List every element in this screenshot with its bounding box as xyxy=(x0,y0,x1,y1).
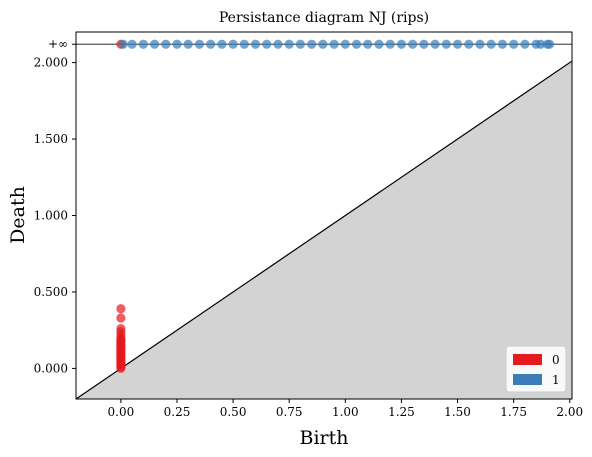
series-1-point xyxy=(535,39,546,49)
series-1-point xyxy=(351,39,362,49)
series-1-point xyxy=(239,39,249,49)
x-tick-label: 1.50 xyxy=(444,405,471,419)
series-1-point xyxy=(149,39,160,49)
legend: 01 xyxy=(505,345,567,393)
legend-label-1: 1 xyxy=(552,373,560,387)
series-1-point xyxy=(250,39,261,49)
legend-label-0: 0 xyxy=(552,353,560,367)
series-1-point xyxy=(318,39,328,49)
y-axis-title: Death xyxy=(7,186,29,244)
series-1-point xyxy=(396,39,407,49)
series-1-point xyxy=(363,39,373,49)
x-tick-label: 0.25 xyxy=(164,405,191,419)
series-1-point xyxy=(544,39,555,49)
series-1-point xyxy=(520,39,530,49)
legend-swatch-1 xyxy=(513,374,542,385)
x-tick-label: 1.25 xyxy=(388,405,415,419)
series-1-point xyxy=(340,39,350,49)
y-tick-label: 0.000 xyxy=(34,361,68,375)
points-layer xyxy=(116,39,555,374)
x-axis-title: Birth xyxy=(300,427,349,449)
series-1-point xyxy=(284,39,294,49)
y-axis: 0.000 0.500 1.000 1.500 2.000 +∞ xyxy=(34,37,76,375)
series-0-point xyxy=(116,324,126,334)
series-1-point xyxy=(464,39,474,49)
series-1-point xyxy=(430,39,440,49)
x-tick-label: 1.00 xyxy=(332,405,359,419)
series-1-point xyxy=(419,39,429,49)
series-1-point xyxy=(329,39,339,49)
x-tick-label: 0.75 xyxy=(276,405,303,419)
y-tick-label: 2.000 xyxy=(34,56,68,70)
series-1-point xyxy=(118,39,128,49)
x-tick-label: 0.00 xyxy=(108,405,135,419)
y-tick-label: 1.000 xyxy=(34,209,68,223)
series-1-point xyxy=(228,39,238,49)
series-1-point xyxy=(161,39,171,49)
x-tick-label: 1.75 xyxy=(500,405,527,419)
series-1-point xyxy=(127,39,137,49)
diagonal-line xyxy=(76,60,572,399)
series-1-point xyxy=(295,39,306,49)
series-1-point xyxy=(262,39,272,49)
series-1-point xyxy=(273,39,283,49)
series-1-point xyxy=(172,39,182,49)
series-1-point xyxy=(408,39,418,49)
series-1-point xyxy=(509,39,519,49)
x-tick-label: 2.00 xyxy=(556,405,583,419)
series-1-point xyxy=(374,39,384,49)
series-1-point xyxy=(307,39,317,49)
legend-swatch-0 xyxy=(513,354,542,365)
chart-title: Persistance diagram NJ (rips) xyxy=(219,10,429,26)
x-axis: 0.00 0.25 0.50 0.75 1.00 1.25 1.50 1.75 2.00 xyxy=(108,399,583,419)
plot-area xyxy=(76,39,572,399)
series-1-point xyxy=(486,39,496,49)
series-1-point xyxy=(138,39,148,49)
series-0-point xyxy=(116,313,126,323)
y-tick-label: 1.500 xyxy=(34,132,68,146)
series-1-point xyxy=(194,39,205,49)
series-1-point xyxy=(497,39,508,49)
x-tick-label: 0.50 xyxy=(220,405,247,419)
series-1-point xyxy=(217,39,227,49)
series-1-point xyxy=(183,39,193,49)
series-1-point xyxy=(206,39,216,49)
y-tick-label-infinity: +∞ xyxy=(48,37,68,51)
series-1-point xyxy=(475,39,485,49)
y-tick-label: 0.500 xyxy=(34,285,68,299)
series-0-point xyxy=(116,304,126,314)
series-1-point xyxy=(452,39,463,49)
series-1-point xyxy=(441,39,451,49)
series-1-point xyxy=(385,39,395,49)
